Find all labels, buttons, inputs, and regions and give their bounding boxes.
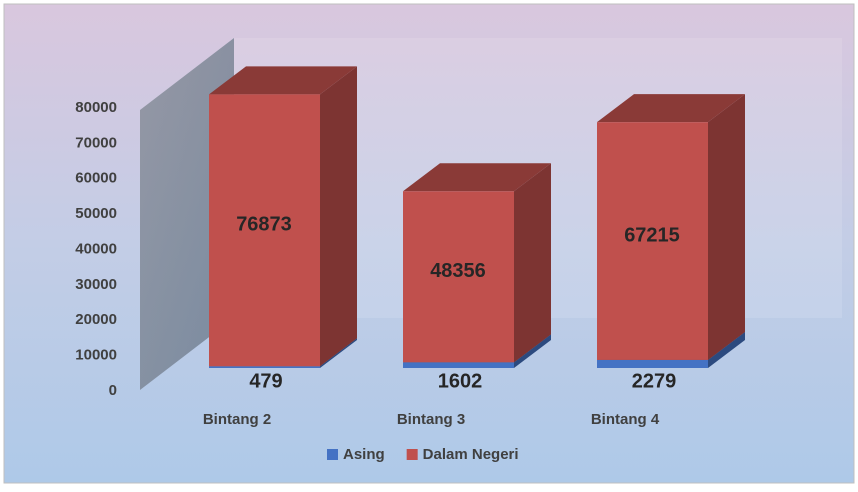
- value-label: 479: [249, 370, 282, 392]
- value-label: 48356: [430, 260, 486, 282]
- value-label: 1602: [438, 370, 483, 392]
- y-tick-label: 20000: [75, 311, 117, 328]
- bar-top: [209, 66, 357, 95]
- x-tick-label: Bintang 2: [203, 411, 271, 428]
- bar-side: [320, 338, 357, 368]
- y-tick-label: 30000: [75, 276, 117, 293]
- bar: [403, 191, 514, 363]
- y-tick-label: 10000: [75, 347, 117, 364]
- value-label: 2279: [632, 370, 677, 392]
- bar: [403, 362, 514, 368]
- bar: [209, 94, 320, 367]
- y-tick-label: 70000: [75, 134, 117, 151]
- legend-swatch: [406, 449, 418, 460]
- legend-swatch: [327, 449, 338, 460]
- y-tick-label: 80000: [75, 99, 117, 116]
- bar-side: [708, 331, 745, 368]
- bar-side: [708, 94, 745, 360]
- x-tick-label: Bintang 4: [591, 411, 660, 428]
- bar-side: [514, 334, 551, 368]
- bar-top: [597, 94, 745, 123]
- x-tick-label: Bintang 3: [397, 411, 465, 428]
- bar-side: [320, 66, 357, 367]
- y-tick-label: 0: [109, 382, 117, 399]
- y-tick-label: 60000: [75, 170, 117, 187]
- y-tick-label: 50000: [75, 205, 117, 222]
- bar: [597, 122, 708, 360]
- bar: [209, 366, 320, 368]
- y-tick-label: 40000: [75, 240, 117, 257]
- bar-side: [514, 163, 551, 363]
- legend-label: Dalam Negeri: [423, 446, 519, 463]
- bar: [597, 359, 708, 368]
- value-label: 67215: [624, 224, 680, 246]
- value-label: 76873: [236, 214, 292, 236]
- bar-top: [403, 163, 551, 192]
- legend-label: Asing: [343, 446, 385, 463]
